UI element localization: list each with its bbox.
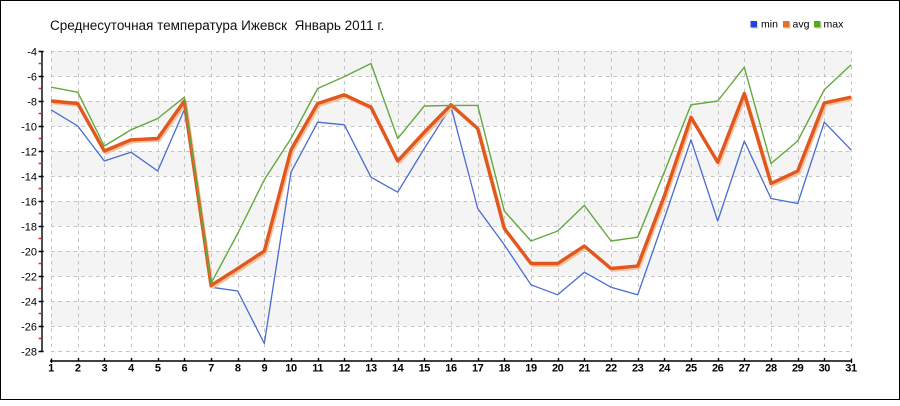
svg-text:17: 17 — [472, 362, 484, 374]
svg-text:10: 10 — [285, 362, 297, 374]
svg-text:26: 26 — [712, 362, 724, 374]
svg-text:-8: -8 — [27, 97, 37, 109]
svg-text:-4: -4 — [27, 47, 37, 59]
svg-text:7: 7 — [208, 362, 214, 374]
svg-text:27: 27 — [739, 362, 751, 374]
svg-text:-6: -6 — [27, 72, 37, 84]
svg-text:8: 8 — [235, 362, 241, 374]
svg-text:15: 15 — [419, 362, 431, 374]
svg-text:-20: -20 — [21, 247, 37, 259]
svg-text:13: 13 — [365, 362, 377, 374]
svg-text:21: 21 — [579, 362, 591, 374]
svg-text:min: min — [761, 18, 778, 30]
svg-text:-26: -26 — [21, 322, 37, 334]
svg-text:31: 31 — [845, 362, 857, 374]
svg-text:-18: -18 — [21, 222, 37, 234]
svg-text:avg: avg — [793, 18, 810, 30]
svg-text:14: 14 — [392, 362, 405, 374]
svg-text:max: max — [824, 18, 845, 30]
svg-text:24: 24 — [659, 362, 672, 374]
svg-text:-14: -14 — [21, 172, 37, 184]
svg-text:2: 2 — [75, 362, 81, 374]
svg-text:6: 6 — [181, 362, 187, 374]
svg-text:25: 25 — [685, 362, 697, 374]
svg-text:18: 18 — [499, 362, 511, 374]
svg-text:Среднесуточная температура Иже: Среднесуточная температура Ижевск Январь… — [50, 18, 384, 33]
svg-text:11: 11 — [312, 362, 323, 374]
svg-text:-10: -10 — [21, 122, 37, 134]
svg-text:1: 1 — [48, 362, 54, 374]
svg-text:12: 12 — [339, 362, 351, 374]
svg-text:16: 16 — [445, 362, 457, 374]
svg-text:-16: -16 — [21, 197, 37, 209]
svg-text:30: 30 — [819, 362, 831, 374]
svg-text:9: 9 — [261, 362, 267, 374]
svg-text:28: 28 — [765, 362, 777, 374]
svg-text:-24: -24 — [21, 297, 37, 309]
svg-text:19: 19 — [525, 362, 537, 374]
svg-text:23: 23 — [632, 362, 644, 374]
svg-text:-12: -12 — [21, 147, 37, 159]
svg-text:-22: -22 — [21, 272, 37, 284]
svg-text:5: 5 — [155, 362, 161, 374]
svg-text:-28: -28 — [21, 347, 37, 359]
svg-text:20: 20 — [552, 362, 564, 374]
svg-text:4: 4 — [128, 362, 135, 374]
svg-text:29: 29 — [792, 362, 804, 374]
svg-text:3: 3 — [101, 362, 107, 374]
svg-text:22: 22 — [605, 362, 617, 374]
